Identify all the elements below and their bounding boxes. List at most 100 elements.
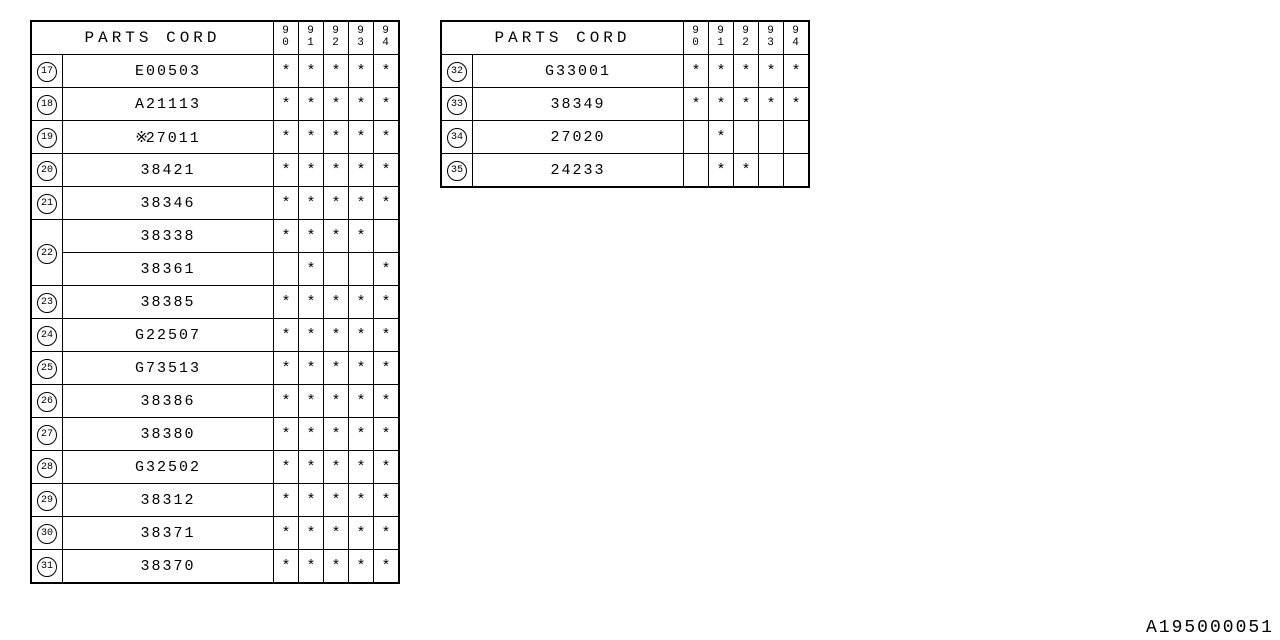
table-row: 2938312***** bbox=[31, 484, 399, 517]
header-parts-cord: PARTS CORD bbox=[31, 21, 274, 55]
prefix-mark: ※ bbox=[135, 130, 148, 147]
year-cell-93: * bbox=[349, 418, 374, 451]
tables-area: PARTS CORD909192939417E00503*****18A2111… bbox=[30, 20, 810, 584]
year-cell-94: * bbox=[784, 55, 810, 88]
header-year-94: 94 bbox=[374, 21, 400, 55]
year-cell-90: * bbox=[684, 88, 709, 121]
table-row: 3338349***** bbox=[441, 88, 809, 121]
table-row: 28G32502***** bbox=[31, 451, 399, 484]
year-cell-94: * bbox=[374, 154, 400, 187]
ref-number-badge: 33 bbox=[447, 95, 467, 115]
year-cell-93 bbox=[759, 121, 784, 154]
year-cell-92: * bbox=[324, 154, 349, 187]
year-cell-94 bbox=[374, 220, 400, 253]
year-cell-92: * bbox=[324, 550, 349, 584]
year-cell-90 bbox=[684, 121, 709, 154]
header-year-91: 91 bbox=[299, 21, 324, 55]
part-code-cell: 38370 bbox=[63, 550, 274, 584]
year-cell-90: * bbox=[274, 319, 299, 352]
year-cell-90: * bbox=[274, 220, 299, 253]
year-cell-90 bbox=[684, 154, 709, 188]
ref-number-badge: 18 bbox=[37, 95, 57, 115]
year-cell-94: * bbox=[374, 253, 400, 286]
year-cell-91: * bbox=[709, 55, 734, 88]
year-cell-92: * bbox=[324, 220, 349, 253]
table-row: 3138370***** bbox=[31, 550, 399, 584]
year-cell-91: * bbox=[299, 451, 324, 484]
header-year-92: 92 bbox=[734, 21, 759, 55]
ref-number-cell: 32 bbox=[441, 55, 473, 88]
ref-number-badge: 35 bbox=[447, 161, 467, 181]
ref-number-badge: 29 bbox=[37, 491, 57, 511]
year-cell-93: * bbox=[349, 484, 374, 517]
header-year-90: 90 bbox=[684, 21, 709, 55]
year-cell-92: * bbox=[734, 88, 759, 121]
year-cell-92 bbox=[734, 121, 759, 154]
ref-number-badge: 23 bbox=[37, 293, 57, 313]
year-cell-93 bbox=[759, 154, 784, 188]
year-cell-93: * bbox=[349, 154, 374, 187]
part-code-cell: 38386 bbox=[63, 385, 274, 418]
year-cell-92: * bbox=[324, 418, 349, 451]
year-cell-93: * bbox=[349, 220, 374, 253]
ref-number-badge: 34 bbox=[447, 128, 467, 148]
ref-number-badge: 26 bbox=[37, 392, 57, 412]
year-cell-91: * bbox=[299, 550, 324, 584]
year-cell-91: * bbox=[709, 121, 734, 154]
year-cell-94: * bbox=[374, 352, 400, 385]
year-cell-90: * bbox=[274, 352, 299, 385]
table-row: 25G73513***** bbox=[31, 352, 399, 385]
part-code-cell: ※27011 bbox=[63, 121, 274, 154]
year-cell-93: * bbox=[349, 187, 374, 220]
year-cell-90: * bbox=[274, 55, 299, 88]
ref-number-badge: 22 bbox=[37, 244, 57, 264]
year-cell-94: * bbox=[374, 319, 400, 352]
year-cell-94: * bbox=[374, 187, 400, 220]
year-cell-93 bbox=[349, 253, 374, 286]
year-cell-92: * bbox=[324, 88, 349, 121]
year-cell-92: * bbox=[324, 484, 349, 517]
part-code-cell: 38361 bbox=[63, 253, 274, 286]
year-cell-91: * bbox=[299, 418, 324, 451]
ref-number-cell: 24 bbox=[31, 319, 63, 352]
table-row: 19※27011***** bbox=[31, 121, 399, 154]
ref-number-cell: 33 bbox=[441, 88, 473, 121]
ref-number-badge: 24 bbox=[37, 326, 57, 346]
year-cell-92: * bbox=[324, 319, 349, 352]
part-code-cell: 38380 bbox=[63, 418, 274, 451]
table-row: 3427020* bbox=[441, 121, 809, 154]
year-cell-94: * bbox=[784, 88, 810, 121]
part-code-cell: 38338 bbox=[63, 220, 274, 253]
year-cell-90: * bbox=[274, 385, 299, 418]
year-cell-91: * bbox=[299, 253, 324, 286]
year-cell-94: * bbox=[374, 451, 400, 484]
year-cell-93: * bbox=[349, 352, 374, 385]
table-row: 3524233** bbox=[441, 154, 809, 188]
ref-number-badge: 31 bbox=[37, 557, 57, 577]
table-row: 3038371***** bbox=[31, 517, 399, 550]
year-cell-93: * bbox=[349, 88, 374, 121]
ref-number-cell: 17 bbox=[31, 55, 63, 88]
ref-number-badge: 21 bbox=[37, 194, 57, 214]
part-code-cell: G32502 bbox=[63, 451, 274, 484]
ref-number-badge: 28 bbox=[37, 458, 57, 478]
year-cell-92: * bbox=[734, 55, 759, 88]
ref-number-badge: 25 bbox=[37, 359, 57, 379]
year-cell-92: * bbox=[324, 517, 349, 550]
ref-number-cell: 26 bbox=[31, 385, 63, 418]
year-cell-91: * bbox=[299, 484, 324, 517]
header-year-91: 91 bbox=[709, 21, 734, 55]
header-year-93: 93 bbox=[759, 21, 784, 55]
year-cell-91: * bbox=[709, 154, 734, 188]
year-cell-93: * bbox=[349, 550, 374, 584]
year-cell-92: * bbox=[324, 451, 349, 484]
year-cell-90: * bbox=[274, 187, 299, 220]
year-cell-93: * bbox=[349, 385, 374, 418]
year-cell-90: * bbox=[274, 484, 299, 517]
year-cell-93: * bbox=[349, 319, 374, 352]
header-parts-cord: PARTS CORD bbox=[441, 21, 684, 55]
year-cell-92: * bbox=[324, 55, 349, 88]
table-row: 18A21113***** bbox=[31, 88, 399, 121]
table-row: 38361 * * bbox=[31, 253, 399, 286]
table-row: 2638386***** bbox=[31, 385, 399, 418]
